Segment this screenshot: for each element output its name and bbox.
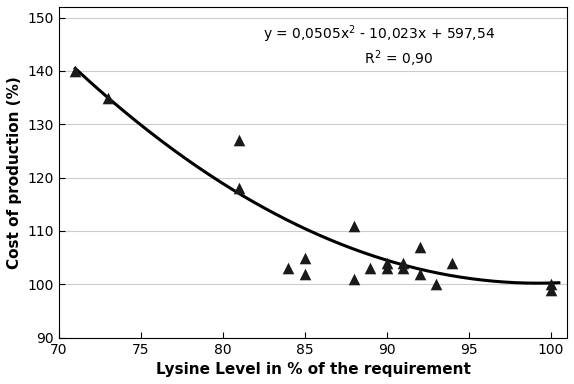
Point (103, 94, 113, 101)
Point (350, 223, 359, 229)
Point (398, 260, 408, 266)
Point (350, 276, 359, 282)
Point (284, 265, 293, 271)
Point (235, 185, 244, 191)
Point (382, 260, 391, 266)
Point (366, 265, 375, 271)
Point (448, 260, 457, 266)
Point (398, 265, 408, 271)
Text: y = 0,0505x$^{2}$ - 10,023x + 597,54
         R$^{2}$ = 0,90: y = 0,0505x$^{2}$ - 10,023x + 597,54 R$^… (263, 23, 495, 69)
Point (300, 271, 309, 277)
X-axis label: Lysine Level in % of the requirement: Lysine Level in % of the requirement (156, 362, 471, 377)
Point (71, 68, 80, 74)
Point (415, 271, 424, 277)
Point (546, 281, 555, 287)
Point (546, 286, 555, 293)
Y-axis label: Cost of production (%): Cost of production (%) (7, 76, 22, 269)
Point (431, 281, 440, 287)
Point (235, 137, 244, 143)
Point (382, 265, 391, 271)
Point (300, 255, 309, 261)
Point (415, 244, 424, 250)
